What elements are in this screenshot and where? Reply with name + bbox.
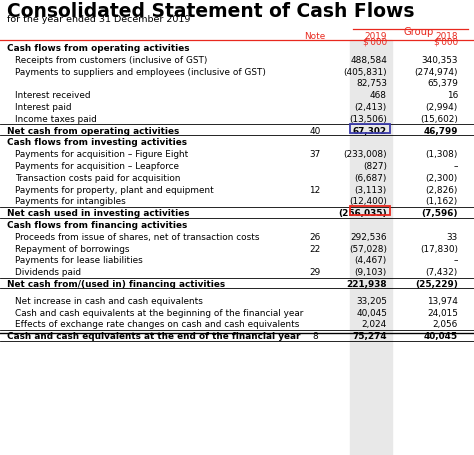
Text: Income taxes paid: Income taxes paid <box>15 115 97 123</box>
Text: Group: Group <box>404 27 434 37</box>
Text: Cash flows from financing activities: Cash flows from financing activities <box>7 221 187 229</box>
Text: (4,467): (4,467) <box>355 256 387 265</box>
Text: Net cash from operating activities: Net cash from operating activities <box>7 126 179 135</box>
Text: for the year ended 31 December 2019: for the year ended 31 December 2019 <box>7 15 191 24</box>
Text: 488,584: 488,584 <box>350 56 387 65</box>
Text: Payments to suppliers and employees (inclusive of GST): Payments to suppliers and employees (inc… <box>15 67 266 76</box>
Text: 37: 37 <box>310 150 320 159</box>
Text: Interest received: Interest received <box>15 91 91 100</box>
Text: Net increase in cash and cash equivalents: Net increase in cash and cash equivalent… <box>15 296 203 305</box>
Text: (2,994): (2,994) <box>426 103 458 112</box>
Text: 40,045: 40,045 <box>424 332 458 340</box>
Text: Net cash used in investing activities: Net cash used in investing activities <box>7 209 190 218</box>
Text: Cash and cash equivalents at the beginning of the financial year: Cash and cash equivalents at the beginni… <box>15 308 303 317</box>
Text: 468: 468 <box>370 91 387 100</box>
Text: 40: 40 <box>310 126 320 135</box>
Text: (7,432): (7,432) <box>426 268 458 277</box>
Text: 33: 33 <box>447 233 458 241</box>
Text: (827): (827) <box>363 162 387 171</box>
Text: (233,008): (233,008) <box>343 150 387 159</box>
Text: –: – <box>454 162 458 171</box>
Text: (2,826): (2,826) <box>426 185 458 194</box>
Text: (9,103): (9,103) <box>355 268 387 277</box>
Text: $'000: $'000 <box>433 37 458 46</box>
Text: (256,035): (256,035) <box>338 209 387 218</box>
Text: Dividends paid: Dividends paid <box>15 268 81 277</box>
Text: Cash flows from investing activities: Cash flows from investing activities <box>7 138 187 147</box>
Text: (274,974): (274,974) <box>414 67 458 76</box>
Text: (57,028): (57,028) <box>349 244 387 253</box>
Text: 22: 22 <box>310 244 320 253</box>
Text: –: – <box>454 256 458 265</box>
Text: 46,799: 46,799 <box>423 126 458 135</box>
Text: 16: 16 <box>447 91 458 100</box>
Text: 75,274: 75,274 <box>352 332 387 340</box>
Text: 2018: 2018 <box>436 32 458 41</box>
Text: 82,753: 82,753 <box>356 79 387 88</box>
Text: 2,056: 2,056 <box>433 320 458 329</box>
Text: 33,205: 33,205 <box>356 296 387 305</box>
Text: 40,045: 40,045 <box>356 308 387 317</box>
Text: (12,400): (12,400) <box>349 197 387 206</box>
Text: 29: 29 <box>310 268 320 277</box>
Text: 2,024: 2,024 <box>362 320 387 329</box>
Text: 221,938: 221,938 <box>346 279 387 288</box>
Text: Payments for acquisition – Figure Eight: Payments for acquisition – Figure Eight <box>15 150 188 159</box>
Text: 8: 8 <box>312 332 318 340</box>
Text: (3,113): (3,113) <box>355 185 387 194</box>
Text: 65,379: 65,379 <box>427 79 458 88</box>
Text: Payments for acquisition – Leapforce: Payments for acquisition – Leapforce <box>15 162 179 171</box>
Text: Consolidated Statement of Cash Flows: Consolidated Statement of Cash Flows <box>7 2 414 21</box>
Text: Payments for lease liabilities: Payments for lease liabilities <box>15 256 143 265</box>
Text: 12: 12 <box>310 185 320 194</box>
Text: 2019: 2019 <box>365 32 387 41</box>
Text: 13,974: 13,974 <box>427 296 458 305</box>
Text: Payments for intangibles: Payments for intangibles <box>15 197 126 206</box>
Text: 24,015: 24,015 <box>427 308 458 317</box>
Text: Payments for property, plant and equipment: Payments for property, plant and equipme… <box>15 185 214 194</box>
Text: 26: 26 <box>310 233 320 241</box>
Text: 340,353: 340,353 <box>421 56 458 65</box>
Text: Net cash from/(used in) financing activities: Net cash from/(used in) financing activi… <box>7 279 225 288</box>
Text: (7,596): (7,596) <box>421 209 458 218</box>
Text: (2,300): (2,300) <box>426 173 458 182</box>
Text: (1,162): (1,162) <box>426 197 458 206</box>
Text: Note: Note <box>304 32 326 41</box>
Text: Repayment of borrowings: Repayment of borrowings <box>15 244 129 253</box>
Text: (15,602): (15,602) <box>420 115 458 123</box>
Text: (13,506): (13,506) <box>349 115 387 123</box>
Text: Cash flows from operating activities: Cash flows from operating activities <box>7 44 190 53</box>
Text: Receipts from customers (inclusive of GST): Receipts from customers (inclusive of GS… <box>15 56 207 65</box>
Text: Transaction costs paid for acquisition: Transaction costs paid for acquisition <box>15 173 181 182</box>
Text: 67,302: 67,302 <box>353 126 387 135</box>
Text: (2,413): (2,413) <box>355 103 387 112</box>
Text: (1,308): (1,308) <box>426 150 458 159</box>
Text: Cash and cash equivalents at the end of the financial year: Cash and cash equivalents at the end of … <box>7 332 301 340</box>
Text: Interest paid: Interest paid <box>15 103 72 112</box>
Text: (6,687): (6,687) <box>355 173 387 182</box>
Text: 292,536: 292,536 <box>350 233 387 241</box>
Text: (25,229): (25,229) <box>415 279 458 288</box>
Text: (17,830): (17,830) <box>420 244 458 253</box>
Text: (405,831): (405,831) <box>343 67 387 76</box>
Text: Proceeds from issue of shares, net of transaction costs: Proceeds from issue of shares, net of tr… <box>15 233 259 241</box>
Text: Effects of exchange rate changes on cash and cash equivalents: Effects of exchange rate changes on cash… <box>15 320 300 329</box>
Bar <box>350 41 392 455</box>
Text: $'000: $'000 <box>362 37 387 46</box>
